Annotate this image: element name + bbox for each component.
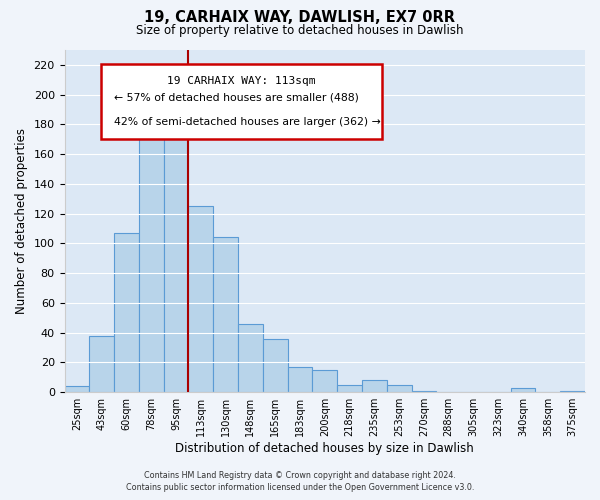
Bar (188, 206, 213, 392)
Bar (263, 338, 287, 392)
Text: Size of property relative to detached houses in Dawlish: Size of property relative to detached ho… (136, 24, 464, 37)
Bar (89, 336, 114, 392)
Bar (362, 380, 387, 392)
Bar (164, 132, 188, 392)
Bar (287, 367, 313, 392)
Bar (213, 238, 238, 392)
Bar (114, 233, 139, 392)
FancyBboxPatch shape (101, 64, 382, 139)
X-axis label: Distribution of detached houses by size in Dawlish: Distribution of detached houses by size … (175, 442, 474, 455)
Bar (337, 385, 362, 392)
Bar (511, 388, 535, 392)
Bar (139, 130, 164, 392)
Bar (560, 390, 585, 392)
Y-axis label: Number of detached properties: Number of detached properties (15, 128, 28, 314)
Text: Contains HM Land Registry data © Crown copyright and database right 2024.
Contai: Contains HM Land Registry data © Crown c… (126, 471, 474, 492)
Text: 42% of semi-detached houses are larger (362) →: 42% of semi-detached houses are larger (… (114, 116, 381, 126)
Text: 19 CARHAIX WAY: 113sqm: 19 CARHAIX WAY: 113sqm (167, 76, 316, 86)
Bar (412, 390, 436, 392)
Text: ← 57% of detached houses are smaller (488): ← 57% of detached houses are smaller (48… (114, 93, 359, 103)
Bar (238, 324, 263, 392)
Bar (387, 385, 412, 392)
Bar (313, 370, 337, 392)
Bar (65, 386, 89, 392)
Text: 19, CARHAIX WAY, DAWLISH, EX7 0RR: 19, CARHAIX WAY, DAWLISH, EX7 0RR (145, 10, 455, 25)
